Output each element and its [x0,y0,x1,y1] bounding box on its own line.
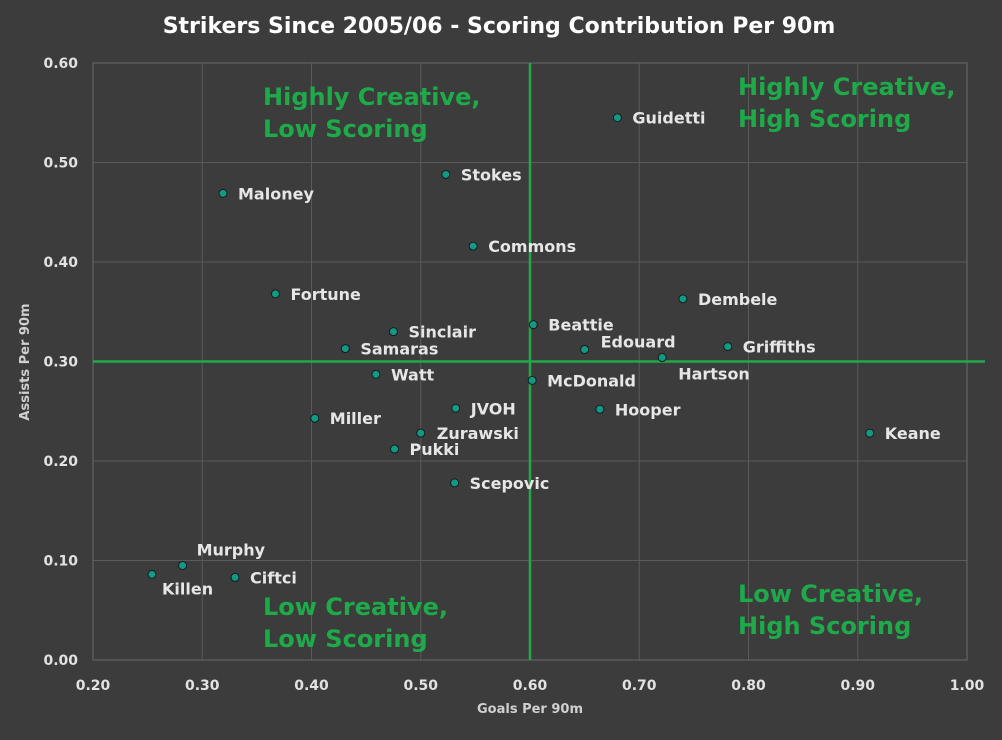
x-tick-label: 0.20 [76,678,111,694]
data-point-label: Hartson [678,365,750,384]
x-tick-label: 0.30 [185,678,220,694]
x-tick-label: 0.70 [622,678,657,694]
data-point-label: Guidetti [632,109,705,128]
quadrant-label-line2: High Scoring [738,105,911,133]
data-point [865,428,875,438]
x-tick-label: 0.90 [840,678,875,694]
data-point-label: Beattie [548,316,614,335]
data-point-label: Dembele [698,290,778,309]
data-point-label: Maloney [238,184,314,203]
data-point-label: Ciftci [250,568,297,587]
quadrant-label-line1: Highly Creative, [738,73,955,101]
x-tick-label: 1.00 [950,678,985,694]
y-tick-label: 0.40 [43,255,78,271]
quadrant-label-line1: Highly Creative, [263,83,480,111]
data-point [147,569,157,579]
y-tick-label: 0.00 [43,653,78,669]
y-tick-label: 0.20 [43,454,78,470]
x-tick-label: 0.60 [513,678,548,694]
quadrant-label-line2: Low Scoring [263,625,428,653]
y-tick-label: 0.30 [43,355,78,371]
y-axis-title: Assists Per 90m [18,303,33,420]
data-point [723,342,733,352]
data-point [441,169,451,179]
data-point-label: Killen [162,579,213,598]
data-point [371,369,381,379]
data-point [230,572,240,582]
data-point [178,560,188,570]
data-point-label: Stokes [461,165,522,184]
x-tick-label: 0.40 [294,678,329,694]
data-point [528,320,538,330]
quadrant-labels: Highly Creative, Low Scoring Highly Creati… [263,73,955,653]
axis-ticks: 0.20 0.30 0.40 0.50 0.60 0.70 0.80 0.90 1.00 0.00… [43,56,984,694]
data-point [388,327,398,337]
quadrant-label-line1: Low Creative, [263,593,448,621]
data-point [450,478,460,488]
data-point-label: Griffiths [743,338,816,357]
data-point [657,353,667,363]
x-axis-title: Goals Per 90m [477,702,583,717]
data-point [218,188,228,198]
data-point [416,428,426,438]
data-point [270,289,280,299]
quadrant-label-line2: Low Scoring [263,115,428,143]
chart-title: Strikers Since 2005/06 - Scoring Contrib… [163,14,836,39]
y-tick-label: 0.10 [43,554,78,570]
data-point-label: Commons [488,237,576,256]
x-tick-label: 0.80 [731,678,766,694]
data-point-label: Samaras [360,340,438,359]
data-point [340,344,350,354]
quadrant-label-line1: Low Creative, [738,580,923,608]
data-point-label: Edouard [601,333,676,352]
data-point-label: Miller [330,409,381,428]
data-point-label: Hooper [615,400,681,419]
data-point [451,403,461,413]
data-point [468,241,478,251]
data-point [527,375,537,385]
data-point [310,413,320,423]
data-point [595,404,605,414]
data-point-label: Watt [391,365,435,384]
quadrant-label-line2: High Scoring [738,612,911,640]
data-point-label: Scepovic [470,474,550,493]
data-point-label: McDonald [547,371,636,390]
data-point-label: Zurawski [437,424,519,443]
y-tick-label: 0.60 [43,56,78,72]
data-point [390,444,400,454]
data-point-label: Murphy [197,540,266,559]
data-points: Guidetti Stokes Maloney Commons Fortune Dembe… [147,109,941,598]
data-point-label: Fortune [290,285,361,304]
data-point-label: Sinclair [408,323,476,342]
data-point [612,113,622,123]
reference-lines [93,63,985,660]
x-tick-label: 0.50 [403,678,438,694]
data-point [580,345,590,355]
data-point-label: Keane [885,424,941,443]
data-point-label: JVOH [470,399,516,418]
y-tick-label: 0.50 [43,156,78,172]
data-point-label: Pukki [410,440,460,459]
data-point [678,294,688,304]
